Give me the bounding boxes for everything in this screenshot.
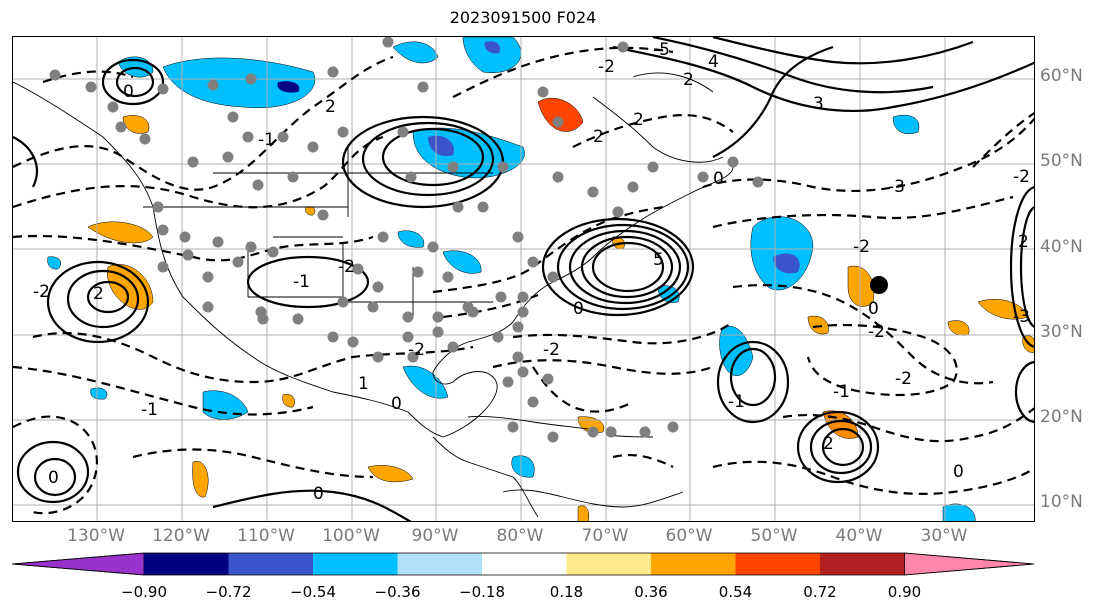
colorbar-tick: −0.18 [459,583,505,601]
contour-label: 5 [653,250,664,270]
lat-label-30n: 30°N [1040,322,1083,342]
contour-label: -1 [728,392,745,412]
colorbar-tick: −0.54 [290,583,336,601]
contour-label: 0 [123,82,134,102]
colorbar-tick: 0.54 [718,583,753,601]
lon-label-40w: 40°W [835,526,883,546]
contour-label: 2 [683,70,694,90]
colorbar-tick: −0.36 [374,583,421,601]
colorbar-tick: −0.72 [205,583,252,601]
colorbar-tick: 0.36 [634,583,668,601]
colorbar-segment [651,553,736,575]
colorbar-segment [482,553,567,575]
colorbar-segment [566,553,651,575]
contour-label: 2 [325,97,336,117]
station-dots [49,37,764,443]
colorbar-outline [11,552,1035,576]
lat-label-60n: 60°N [1040,66,1083,86]
marker-dot [870,276,888,294]
colorbar-segment-low-extend [11,552,145,576]
colorbar-tick: 0.72 [803,583,837,601]
contour-label: -2 [1013,167,1030,187]
colorbar-segment [144,553,229,575]
lon-label-30w: 30°W [920,526,968,546]
contour-label: 2 [593,127,604,147]
lon-label-90w: 90°W [411,526,459,546]
contour-label: 0 [953,462,964,482]
colorbar-segment [228,553,313,575]
lat-label-40n: 40°N [1040,237,1083,257]
colorbar-tick: 0.90 [887,583,922,601]
lon-label-130w: 130°W [67,526,125,546]
colorbar [11,552,1035,576]
contour-label: -2 [338,257,355,277]
lat-label-20n: 20°N [1040,407,1083,427]
contour-label: 2 [823,434,834,454]
contour-label: 0 [313,484,324,504]
positive-anomaly-shading [87,97,1034,521]
contour-label: 4 [708,52,719,72]
contour-labels: -5 4 -2 2 3 2 2 0 -2 2 5 -3 -2 -2 0 -2 0… [33,40,1030,504]
coastlines [13,72,734,518]
colorbar-tick: 0.18 [549,583,584,601]
lon-label-60w: 60°W [665,526,713,546]
negative-contours [13,46,1034,515]
contour-label: -3 [888,177,905,197]
contour-label: 0 [391,394,402,414]
graticule [13,37,1034,521]
colorbar-segment [820,553,905,575]
colorbar-segment [313,553,398,575]
contour-label: 0 [48,468,59,488]
contour-label: -2 [853,237,870,257]
contour-label: -2 [598,57,615,77]
colorbar-segment-high-extend [904,552,1035,576]
map-panel: -5 4 -2 2 3 2 2 0 -2 2 5 -3 -2 -2 0 -2 0… [12,36,1035,522]
contour-label: -1 [141,400,158,420]
contour-label: 2 [633,110,644,130]
contour-label: -2 [895,369,912,389]
contour-label: -1 [293,272,310,292]
lon-label-80w: 80°W [496,526,544,546]
lon-label-70w: 70°W [581,526,629,546]
contour-label: 0 [713,169,724,189]
lon-label-110w: 110°W [237,526,295,546]
contour-label: -5 [653,40,670,60]
contour-label: -1 [258,130,275,150]
map-title: 2023091500 F024 [449,8,597,27]
contour-label: 1 [358,374,369,394]
contour-label: -2 [33,282,50,302]
lon-label-120w: 120°W [152,526,210,546]
positive-contours [13,37,1034,521]
lon-label-100w: 100°W [322,526,380,546]
colorbar-segment [735,553,820,575]
contour-label: -2 [543,340,560,360]
colorbar-tick: −0.90 [121,583,167,601]
contour-label: 0 [868,299,879,319]
contour-label: -1 [833,382,850,402]
contour-label: -2 [408,340,425,360]
contour-label: 2 [93,284,104,304]
contour-label: 0 [573,299,584,319]
map-canvas: -5 4 -2 2 3 2 2 0 -2 2 5 -3 -2 -2 0 -2 0… [13,37,1034,521]
lat-label-10n: 10°N [1040,492,1083,512]
contour-label: 3 [813,94,824,114]
contour-label: -2 [868,322,885,342]
negative-anomaly-shading [47,37,976,521]
lat-label-50n: 50°N [1040,151,1083,171]
strong-negative-anomaly-shading [277,41,800,274]
contour-label: -3 [1013,307,1030,327]
colorbar-segment [397,553,482,575]
lon-label-50w: 50°W [750,526,798,546]
contour-label: 2 [1018,232,1029,252]
